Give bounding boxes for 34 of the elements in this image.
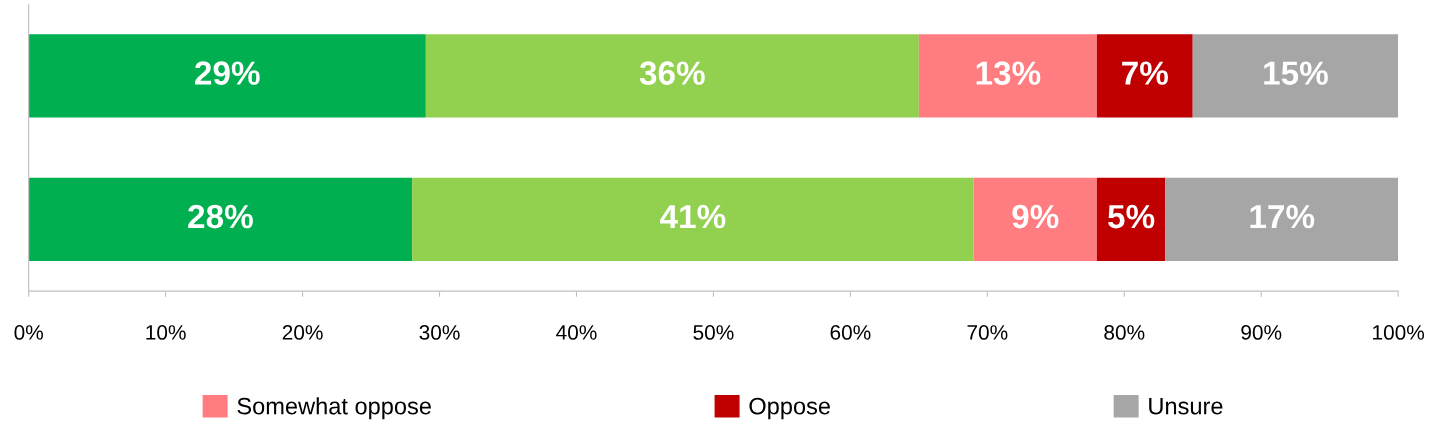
data-label: 28% [188, 204, 253, 229]
x-tick-label: 80% [1104, 325, 1145, 340]
data-label: 9% [1012, 204, 1059, 229]
x-tick-label: 100% [1373, 325, 1425, 340]
data-label: 7% [1122, 61, 1169, 85]
data-label: 5% [1108, 204, 1155, 229]
x-tick-label: 90% [1241, 325, 1282, 340]
bar [425, 34, 919, 118]
bar [1096, 34, 1193, 118]
x-tick-label: 0% [14, 325, 43, 340]
bar [1096, 177, 1166, 262]
data-label: 17% [1250, 204, 1315, 229]
bar [973, 177, 1097, 262]
bar [1165, 177, 1399, 262]
bar [412, 177, 974, 262]
x-tick-label: 40% [556, 325, 597, 340]
bar [28, 34, 426, 118]
x-tick-label: 50% [693, 325, 734, 340]
data-label: 36% [639, 61, 705, 85]
legend-label: Oppose [749, 397, 830, 420]
data-label: 29% [195, 61, 260, 85]
legend-label: Unsure [1149, 398, 1223, 415]
data-label: 41% [660, 204, 726, 229]
x-tick-label: 10% [146, 325, 186, 340]
bar [1192, 34, 1399, 118]
data-label: 15% [1264, 61, 1328, 85]
bar [28, 177, 413, 262]
x-tick-label: 60% [830, 325, 871, 340]
data-label: 13% [976, 61, 1041, 85]
x-tick-label: 30% [419, 325, 460, 340]
legend-label: Somewhat oppose [237, 397, 431, 420]
x-tick-label: 70% [967, 325, 1008, 340]
bar [918, 34, 1097, 118]
x-tick-label: 20% [282, 325, 323, 340]
